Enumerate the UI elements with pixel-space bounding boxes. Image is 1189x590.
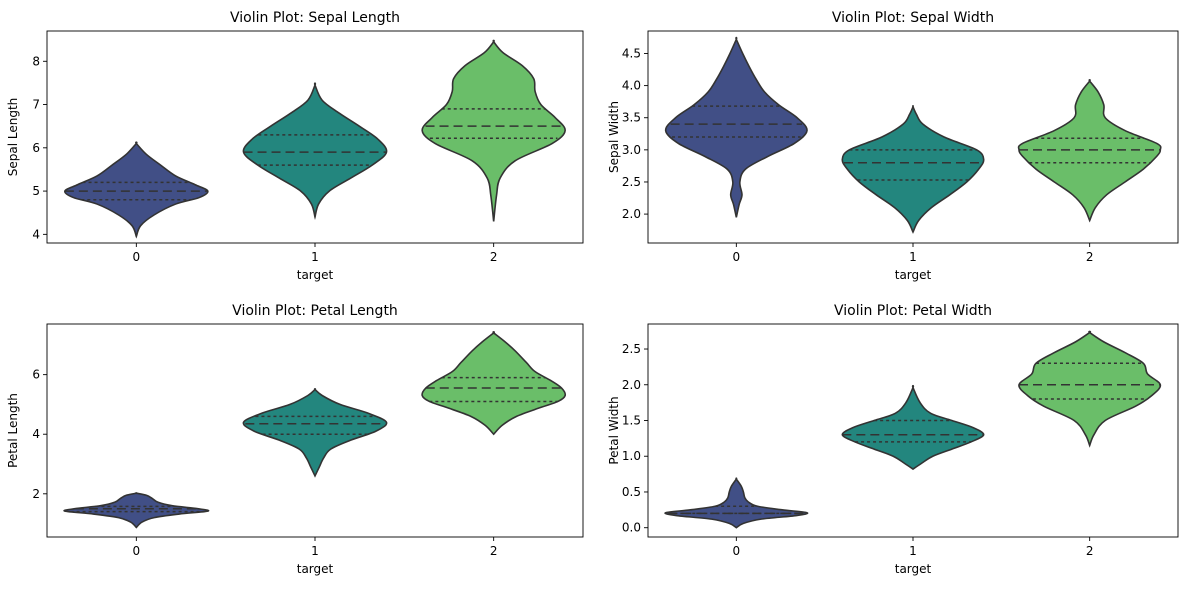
y-tick-label: 3.5	[622, 111, 641, 125]
violin-0	[664, 36, 808, 218]
x-tick-label: 0	[133, 250, 141, 264]
x-tick-label: 0	[133, 544, 141, 558]
subplot-3: 0.0 0.5 1.0 1.5 2.0 2.5 0 1 2 Violin Plot: Petal …	[607, 303, 1179, 576]
subplot-2: 2 4 6 0 1 2 Violin Plot: Petal Length target Pet…	[6, 303, 584, 576]
chart-title: Violin Plot: Sepal Width	[832, 10, 994, 26]
y-axis-label: Petal Length	[6, 393, 20, 468]
y-tick-label: 7	[32, 98, 40, 112]
violin-2	[421, 331, 567, 436]
x-tick-label: 0	[733, 544, 741, 558]
chart-title: Violin Plot: Petal Width	[834, 303, 992, 319]
y-tick-label: 2.5	[622, 175, 641, 189]
x-tick-label: 2	[1086, 544, 1094, 558]
x-tick-label: 2	[1086, 250, 1094, 264]
x-tick-label: 0	[733, 250, 741, 264]
chart-title: Violin Plot: Petal Length	[232, 303, 398, 319]
violin-0	[664, 477, 809, 529]
violin-0	[64, 141, 209, 239]
x-tick-label: 1	[909, 544, 917, 558]
y-tick-label: 8	[32, 54, 40, 68]
violin-2	[421, 39, 566, 222]
y-tick-label: 6	[32, 141, 40, 155]
x-tick-label: 1	[909, 250, 917, 264]
violin-0	[63, 492, 210, 529]
y-tick-label: 6	[32, 368, 40, 382]
y-tick-label: 3.0	[622, 143, 641, 157]
x-axis-label: target	[297, 268, 334, 282]
x-tick-label: 2	[490, 250, 498, 264]
y-tick-label: 4	[32, 227, 40, 241]
y-axis-label: Petal Width	[607, 396, 621, 464]
x-tick-label: 2	[490, 544, 498, 558]
x-tick-label: 1	[311, 544, 319, 558]
y-tick-label: 4.5	[622, 46, 641, 60]
y-tick-label: 4.0	[622, 79, 641, 93]
chart-title: Violin Plot: Sepal Length	[230, 10, 400, 26]
y-tick-label: 2.0	[622, 378, 641, 392]
violin-1	[242, 388, 388, 478]
y-axis-label: Sepal Length	[6, 98, 20, 177]
y-tick-label: 2.5	[622, 342, 641, 356]
y-axis-label: Sepal Width	[607, 101, 621, 173]
violin-1	[242, 82, 388, 221]
y-tick-label: 1.0	[622, 449, 641, 463]
x-tick-label: 1	[311, 250, 319, 264]
y-tick-label: 2.0	[622, 207, 641, 221]
subplot-0: 4 5 6 7 8 0 1 2 Violin Plot: Sepal Length target S…	[6, 10, 584, 282]
y-tick-label: 4	[32, 427, 40, 441]
x-axis-label: target	[895, 268, 932, 282]
violin-1	[841, 384, 985, 471]
y-tick-label: 0.0	[622, 521, 641, 535]
violin-1	[841, 105, 985, 234]
x-axis-label: target	[895, 562, 932, 576]
violin-2	[1018, 330, 1162, 448]
y-tick-label: 5	[32, 184, 40, 198]
subplot-1: 2.0 2.5 3.0 3.5 4.0 4.5 0 1 2 Violin Plot: Sepal …	[607, 10, 1179, 282]
x-axis-label: target	[297, 562, 334, 576]
y-tick-label: 0.5	[622, 485, 641, 499]
y-tick-label: 1.5	[622, 413, 641, 427]
y-tick-label: 2	[32, 487, 40, 501]
